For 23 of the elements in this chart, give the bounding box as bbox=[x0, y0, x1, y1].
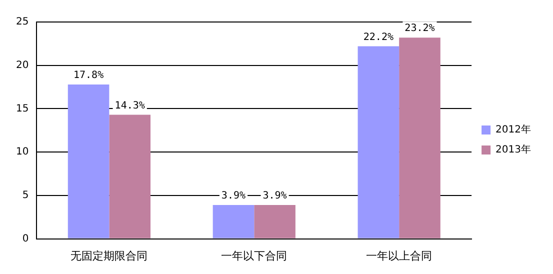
x-tick-label: 一年以上合同 bbox=[366, 249, 432, 262]
data-label: 14.3% bbox=[114, 100, 145, 112]
bar bbox=[254, 204, 296, 238]
y-tick-label: 15 bbox=[16, 103, 29, 114]
x-tick-label: 无固定期限合同 bbox=[70, 249, 148, 262]
bar bbox=[68, 84, 110, 238]
y-tick-label: 5 bbox=[22, 190, 29, 202]
y-tick-label: 25 bbox=[16, 16, 29, 28]
bar bbox=[358, 46, 400, 238]
data-label: 17.8% bbox=[73, 70, 104, 82]
legend-label: 2013年 bbox=[496, 144, 532, 156]
legend-label: 2012年 bbox=[496, 124, 532, 136]
data-label: 3.9% bbox=[262, 190, 287, 202]
bar bbox=[212, 204, 254, 238]
data-label: 23.2% bbox=[404, 23, 435, 34]
bar bbox=[109, 114, 151, 238]
x-tick-label: 一年以下合同 bbox=[221, 249, 288, 262]
bar bbox=[399, 38, 440, 238]
data-label: 3.9% bbox=[221, 190, 246, 202]
y-tick-label: 0 bbox=[22, 233, 29, 244]
y-tick-label: 10 bbox=[16, 146, 29, 158]
y-tick-label: 20 bbox=[16, 60, 29, 71]
data-label: 22.2% bbox=[363, 32, 394, 43]
